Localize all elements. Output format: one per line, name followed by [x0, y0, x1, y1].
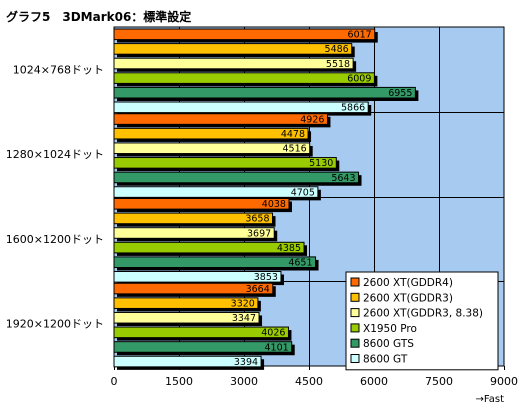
bar — [113, 326, 289, 339]
x-tick-label: 6000 — [360, 375, 388, 388]
bar-value-label: 5130 — [309, 158, 333, 169]
bar-value-label: 6017 — [348, 30, 372, 41]
legend-swatch — [350, 292, 360, 302]
bar-value-label: 4926 — [300, 114, 324, 125]
category-label: 1280×1024ドット — [6, 148, 104, 161]
bar-value-label: 3347 — [232, 313, 256, 324]
bar — [113, 57, 354, 70]
bar-value-label: 4385 — [277, 243, 301, 254]
legend-swatch — [350, 277, 360, 287]
category-label: 1600×1200ドット — [6, 233, 104, 246]
bar-value-label: 4516 — [283, 144, 307, 155]
bar — [113, 198, 290, 210]
bar — [113, 28, 376, 41]
bar-value-label: 4478 — [281, 129, 305, 140]
legend-swatch — [350, 354, 360, 363]
bar-value-label: 3664 — [246, 284, 270, 295]
bar — [113, 256, 317, 268]
chart-title: グラフ5 3DMark06：標準設定 — [6, 10, 192, 24]
legend-swatch — [350, 323, 360, 333]
bar-value-label: 5866 — [341, 103, 365, 114]
bar — [113, 113, 328, 125]
x-tick-label: 0 — [111, 375, 118, 388]
legend-label: 2600 XT(GDDR3, 8.38) — [363, 308, 483, 320]
bar — [113, 227, 275, 239]
legend-label: X1950 Pro — [363, 323, 417, 335]
bar — [113, 157, 337, 169]
bar — [113, 72, 375, 84]
bar-value-label: 4705 — [291, 187, 315, 198]
bar-value-label: 5486 — [325, 44, 349, 55]
bar — [113, 241, 305, 254]
bar — [113, 43, 353, 55]
bar — [113, 186, 319, 198]
legend-label: 8600 GTS — [363, 338, 414, 350]
bar-value-label: 3658 — [245, 214, 269, 225]
bar-value-label: 3394 — [234, 357, 258, 368]
bar-value-label: 4026 — [261, 328, 285, 339]
bar-value-label: 3320 — [231, 298, 255, 309]
bar-value-label: 4038 — [262, 199, 286, 210]
legend-swatch — [350, 308, 360, 318]
bar-value-label: 4651 — [288, 258, 312, 269]
bar-value-label: 3697 — [247, 228, 271, 239]
x-tick-label: 9000 — [490, 375, 518, 388]
category-label: 1024×768ドット — [13, 63, 104, 76]
bar — [113, 212, 274, 225]
category-label: 1920×1200ドット — [6, 318, 104, 331]
x-tick-label: 1500 — [165, 375, 193, 388]
bar-value-label: 6009 — [347, 73, 371, 84]
x-tick-label: 4500 — [295, 375, 323, 388]
bar — [113, 271, 282, 283]
legend-swatch — [350, 338, 360, 348]
bar-value-label: 6955 — [388, 88, 412, 99]
bar-value-label: 4101 — [265, 342, 289, 353]
bar — [113, 101, 369, 114]
legend-label: 8600 GT — [363, 354, 408, 366]
bar — [113, 86, 416, 99]
bar — [113, 171, 360, 184]
bar-value-label: 5518 — [326, 59, 350, 70]
x-tick-label: 7500 — [425, 375, 453, 388]
bar-value-label: 3853 — [254, 272, 278, 283]
bar — [113, 297, 259, 309]
x-axis-direction-label: →Fast — [476, 394, 505, 405]
bar — [113, 282, 274, 295]
legend-label: 2600 XT(GDDR4) — [363, 277, 453, 289]
x-tick-label: 3000 — [230, 375, 258, 388]
bar-value-label: 5643 — [331, 173, 355, 184]
bar — [113, 355, 262, 368]
legend — [345, 271, 499, 371]
bar — [113, 127, 309, 140]
legend-label: 2600 XT(GDDR3) — [363, 292, 453, 304]
bar — [113, 142, 311, 155]
bar — [113, 311, 260, 324]
bar — [113, 341, 293, 353]
